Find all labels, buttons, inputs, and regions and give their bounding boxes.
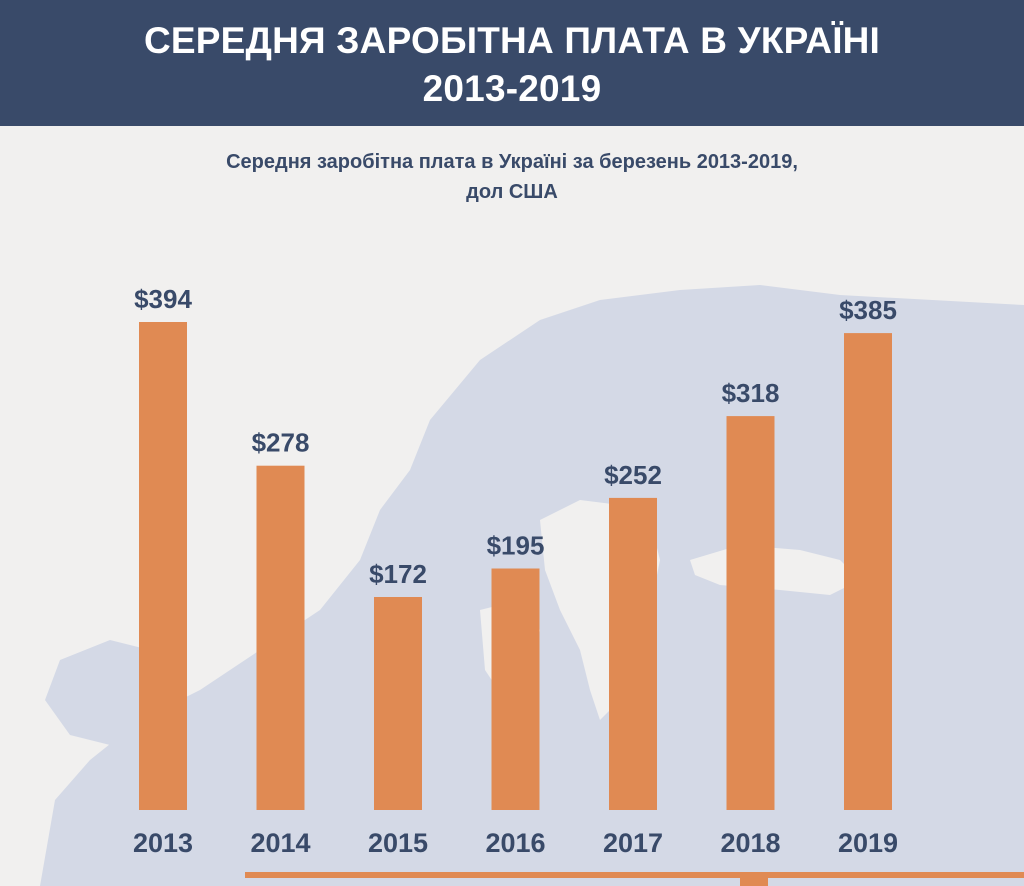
- page-title-line-1: СЕРЕДНЯ ЗАРОБІТНА ПЛАТА В УКРАЇНІ: [143, 20, 881, 61]
- value-label-2018: $318: [722, 378, 780, 408]
- value-label-2017: $252: [604, 460, 662, 490]
- value-label-2015: $172: [369, 559, 427, 589]
- value-labels: $394 $278 $172 $195 $252 $318 $385: [134, 284, 897, 589]
- value-label-2014: $278: [252, 428, 310, 458]
- bar-2018: [726, 416, 775, 810]
- chart-title-line-2: дол США: [466, 181, 558, 203]
- bar-2013: [139, 322, 187, 810]
- category-label-2017: 2017: [603, 828, 663, 858]
- category-label-2015: 2015: [368, 828, 428, 858]
- bar-2015: [374, 597, 422, 810]
- chart-title: Середня заробітна плата в Україні за бер…: [0, 147, 1024, 207]
- value-label-2016: $195: [487, 531, 545, 561]
- category-labels: 2013 2014 2015 2016 2017 2018 2019: [133, 828, 898, 858]
- category-label-2013: 2013: [133, 828, 193, 858]
- category-label-2018: 2018: [720, 828, 780, 858]
- page-title-line-2: 2013-2019: [422, 68, 602, 109]
- bottom-accent-line: [245, 872, 1024, 878]
- category-label-2016: 2016: [485, 828, 545, 858]
- bar-2016: [491, 568, 540, 810]
- bar-2019: [844, 333, 892, 810]
- bottom-accent-tab: [740, 876, 768, 886]
- chart-title-line-1: Середня заробітна плата в Україні за бер…: [226, 151, 798, 173]
- bottom-decoration: [245, 872, 1024, 886]
- bar-2014: [256, 465, 305, 810]
- bar-2017: [609, 497, 657, 810]
- category-label-2014: 2014: [250, 828, 310, 858]
- value-label-2013: $394: [134, 284, 192, 314]
- category-label-2019: 2019: [838, 828, 898, 858]
- header-banner: СЕРЕДНЯ ЗАРОБІТНА ПЛАТА В УКРАЇНІ 2013-2…: [0, 0, 1024, 126]
- bars: [139, 322, 892, 810]
- value-label-2019: $385: [839, 295, 897, 325]
